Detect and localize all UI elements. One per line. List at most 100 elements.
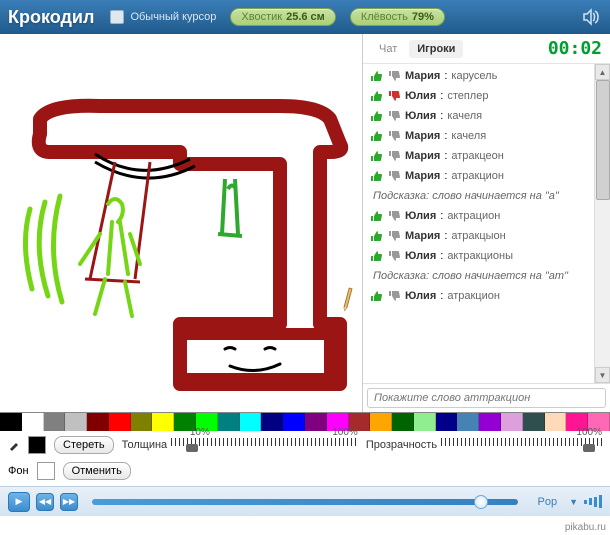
erase-button[interactable]: Стереть [54, 436, 114, 454]
color-swatch[interactable] [44, 413, 66, 431]
thumb-up-icon[interactable] [369, 89, 383, 103]
brush-icon[interactable] [8, 439, 20, 451]
thumb-down-icon[interactable] [387, 69, 401, 83]
thumb-down-icon[interactable] [387, 89, 401, 103]
music-slider[interactable] [92, 499, 518, 505]
chat-row: Мария: атракцион [367, 166, 606, 186]
current-color[interactable] [28, 436, 46, 454]
thumb-up-icon[interactable] [369, 289, 383, 303]
player-name: Мария [405, 130, 440, 142]
tools-row-1: Стереть Толщина 10% 100% Прозрачность 10… [0, 430, 610, 460]
thumb-up-icon[interactable] [369, 149, 383, 163]
color-swatch[interactable] [479, 413, 501, 431]
genre-dropdown-icon[interactable]: ▼ [569, 497, 578, 507]
color-swatch[interactable] [131, 413, 153, 431]
music-genre[interactable]: Pop [532, 496, 564, 508]
player-name: Юлия [405, 90, 436, 102]
color-palette [0, 412, 610, 430]
timer: 00:02 [548, 38, 602, 59]
color-swatch[interactable] [370, 413, 392, 431]
color-swatch[interactable] [501, 413, 523, 431]
tab-chat[interactable]: Чат [371, 40, 405, 58]
scroll-down-icon[interactable]: ▼ [595, 367, 610, 383]
thumb-down-icon[interactable] [387, 149, 401, 163]
chat-row: Юлия: актрацион [367, 206, 606, 226]
thumb-down-icon[interactable] [387, 209, 401, 223]
bg-color[interactable] [37, 462, 55, 480]
volume-icon[interactable] [584, 495, 602, 508]
chat-row: Юлия: актракционы [367, 246, 606, 266]
color-swatch[interactable] [414, 413, 436, 431]
color-swatch[interactable] [65, 413, 87, 431]
stat-cool: Клёвость 79% [350, 8, 445, 26]
opacity-slider[interactable]: 100% [441, 438, 602, 452]
color-swatch[interactable] [436, 413, 458, 431]
color-swatch[interactable] [109, 413, 131, 431]
thumb-up-icon[interactable] [369, 249, 383, 263]
color-swatch[interactable] [218, 413, 240, 431]
chat-row: Юлия: степлер [367, 86, 606, 106]
chat-row: Мария: атракцеон [367, 146, 606, 166]
tab-players[interactable]: Игроки [409, 40, 463, 58]
chat-list[interactable]: Мария: карусельЮлия: степлерЮлия: качеля… [363, 63, 610, 383]
thumb-up-icon[interactable] [369, 129, 383, 143]
color-swatch[interactable] [87, 413, 109, 431]
thumb-up-icon[interactable] [369, 109, 383, 123]
tabs: Чат Игроки [371, 40, 463, 58]
thumb-up-icon[interactable] [369, 209, 383, 223]
stat-tail: Хвостик 25.6 см [230, 8, 335, 26]
color-swatch[interactable] [261, 413, 283, 431]
thumb-down-icon[interactable] [387, 109, 401, 123]
music-bar: ▶ ◀◀ ▶▶ Pop ▼ [0, 486, 610, 516]
thumb-down-icon[interactable] [387, 169, 401, 183]
player-name: Юлия [405, 110, 436, 122]
thumb-up-icon[interactable] [369, 229, 383, 243]
guess-text: качеля [447, 110, 482, 122]
opacity-label: Прозрачность [366, 439, 437, 451]
thumb-down-icon[interactable] [387, 249, 401, 263]
checkbox-icon [110, 10, 124, 24]
cursor-label: Обычный курсор [130, 11, 216, 23]
color-swatch[interactable] [0, 413, 22, 431]
color-swatch[interactable] [240, 413, 262, 431]
scrollbar[interactable]: ▲ ▼ [594, 64, 610, 383]
undo-button[interactable]: Отменить [63, 462, 131, 480]
hint-row: Подсказка: слово начинается на "а" [367, 186, 606, 206]
game-title: Крокодил [8, 7, 94, 28]
color-swatch[interactable] [523, 413, 545, 431]
color-swatch[interactable] [457, 413, 479, 431]
sound-icon[interactable] [580, 6, 602, 28]
tools-row-2: Фон Отменить [0, 460, 610, 486]
color-swatch[interactable] [152, 413, 174, 431]
chat-input[interactable] [367, 388, 606, 408]
chat-input-wrap [363, 383, 610, 412]
thumb-down-icon[interactable] [387, 229, 401, 243]
guess-text: атракцион [451, 170, 504, 182]
color-swatch[interactable] [305, 413, 327, 431]
chat-row: Мария: карусель [367, 66, 606, 86]
chat-row: Мария: атракцыон [367, 226, 606, 246]
thumb-up-icon[interactable] [369, 169, 383, 183]
game-header: Крокодил Обычный курсор Хвостик 25.6 см … [0, 0, 610, 34]
play-button[interactable]: ▶ [8, 492, 30, 512]
color-swatch[interactable] [22, 413, 44, 431]
color-swatch[interactable] [283, 413, 305, 431]
next-button[interactable]: ▶▶ [60, 493, 78, 511]
guess-text: качеля [451, 130, 486, 142]
thumb-down-icon[interactable] [387, 289, 401, 303]
cursor-toggle[interactable]: Обычный курсор [110, 10, 216, 24]
prev-button[interactable]: ◀◀ [36, 493, 54, 511]
thumb-down-icon[interactable] [387, 129, 401, 143]
thumb-up-icon[interactable] [369, 69, 383, 83]
chat-row: Мария: качеля [367, 126, 606, 146]
color-swatch[interactable] [545, 413, 567, 431]
thickness-slider[interactable]: 10% 100% [171, 438, 358, 452]
chat-row: Юлия: качеля [367, 106, 606, 126]
color-swatch[interactable] [392, 413, 414, 431]
scroll-up-icon[interactable]: ▲ [595, 64, 610, 80]
guess-text: актракционы [447, 250, 513, 262]
chat-row: Юлия: атракцион [367, 286, 606, 306]
thickness-label: Толщина [122, 439, 168, 451]
scroll-thumb[interactable] [596, 80, 610, 200]
drawing-canvas[interactable] [0, 34, 362, 412]
